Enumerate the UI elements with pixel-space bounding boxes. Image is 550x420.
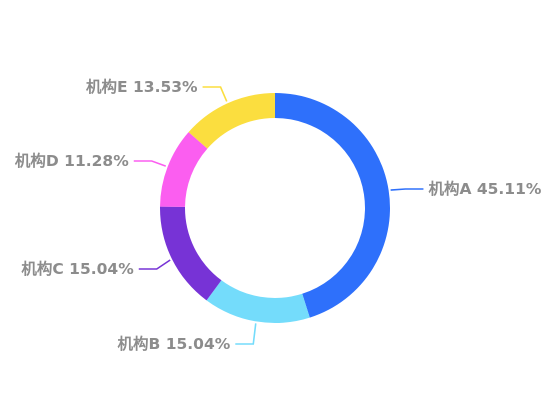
slice-机构D[interactable]	[160, 132, 208, 207]
leader-line-机构C	[138, 259, 171, 270]
slice-机构A[interactable]	[275, 93, 390, 318]
slice-label-机构B: 机构B 15.04%	[118, 334, 231, 353]
slice-label-机构A: 机构A 45.11%	[428, 179, 541, 198]
slice-labels: 机构A 45.11% 机构B 15.04% 机构C 15.04% 机构D 11.28%…	[15, 77, 542, 353]
slice-机构B[interactable]	[206, 280, 310, 323]
slice-机构C[interactable]	[160, 206, 222, 301]
donut-slices	[160, 93, 390, 323]
slice-label-机构D: 机构D 11.28%	[15, 151, 129, 170]
label-leader-lines	[133, 86, 424, 345]
slice-机构E[interactable]	[188, 93, 275, 149]
leader-line-机构D	[133, 160, 167, 167]
slice-label-机构C: 机构C 15.04%	[21, 259, 134, 278]
leader-line-机构A	[390, 188, 424, 191]
leader-line-机构B	[235, 323, 257, 345]
leader-line-机构E	[202, 86, 228, 102]
slice-label-机构E: 机构E 13.53%	[86, 77, 198, 96]
